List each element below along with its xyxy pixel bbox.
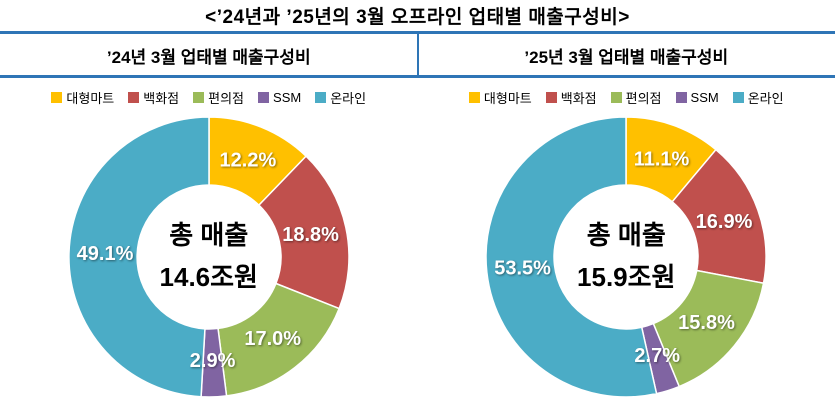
legend-swatch-icon [545, 91, 557, 103]
legend-swatch-icon [610, 91, 622, 103]
slice-label-편의점: 17.0% [244, 328, 301, 350]
donut-segment-온라인 [485, 116, 658, 398]
legend-swatch-icon [468, 91, 480, 103]
legend-swatch-icon [51, 91, 63, 103]
slice-label-온라인: 53.5% [494, 257, 551, 279]
panel-divider [416, 34, 419, 76]
legend-swatch-icon [732, 91, 744, 103]
center-total-label: 총 매출 [169, 220, 249, 251]
legend-label: 온라인 [747, 90, 784, 106]
slice-label-백화점: 18.8% [282, 224, 339, 246]
donut-segment-온라인 [67, 116, 210, 398]
chart-title-2024: ’24년 3월 업태별 매출구성비 [0, 34, 418, 78]
legend-label: SSM [273, 89, 302, 105]
panel-2025: ’25년 3월 업태별 매출구성비 대형마트 백화점 편의점 SSM 온라인 11.1%… [417, 34, 835, 406]
legend-item-3: SSM [675, 89, 719, 105]
legend-swatch-icon [193, 91, 205, 103]
chart-title-2025: ’25년 3월 업태별 매출구성비 [417, 34, 835, 78]
slice-label-SSM: 2.9% [190, 350, 236, 372]
center-total-value: 14.6조원 [159, 262, 258, 292]
panel-2024: ’24년 3월 업태별 매출구성비 대형마트 백화점 편의점 SSM 온라인 12.2%… [0, 34, 418, 406]
slice-label-백화점: 16.9% [696, 211, 753, 233]
slice-label-온라인: 49.1% [76, 243, 133, 265]
legend-swatch-icon [315, 91, 327, 103]
legend-item-1: 백화점 [545, 88, 597, 107]
chart-area-2024: 12.2% 18.8% 17.0% 2.9% 49.1% 총 매출 14.6조원 [63, 111, 355, 403]
legend-swatch-icon [258, 91, 270, 103]
donut-segment-백화점 [671, 148, 767, 285]
legend-label: 백화점 [143, 90, 180, 106]
legend-2024: 대형마트 백화점 편의점 SSM 온라인 [51, 85, 366, 109]
legend-item-1: 백화점 [128, 88, 179, 107]
center-label-2024: 총 매출 14.6조원 [159, 220, 258, 293]
center-label-2025: 총 매출 15.9조원 [577, 220, 676, 293]
legend-item-4: 온라인 [732, 88, 784, 107]
legend-item-2: 편의점 [193, 88, 244, 107]
legend-item-4: 온라인 [315, 88, 366, 107]
legend-label: 백화점 [560, 90, 597, 106]
donut-chart-2025: 11.1% 16.9% 15.8% 2.7% 53.5% [485, 116, 767, 398]
legend-label: 편의점 [625, 90, 662, 106]
donut-chart-2024: 12.2% 18.8% 17.0% 2.9% 49.1% [67, 116, 350, 398]
charts-container: ’24년 3월 업태별 매출구성비 대형마트 백화점 편의점 SSM 온라인 12.2%… [0, 34, 835, 406]
legend-item-2: 편의점 [610, 88, 662, 107]
legend-label: SSM [690, 89, 719, 105]
slice-label-편의점: 15.8% [678, 312, 735, 334]
legend-item-0: 대형마트 [51, 88, 114, 107]
legend-label: 온라인 [330, 90, 367, 106]
center-total-value: 15.9조원 [577, 262, 676, 292]
slice-label-대형마트: 12.2% [219, 150, 276, 172]
slice-label-SSM: 2.7% [635, 345, 681, 367]
legend-2025: 대형마트 백화점 편의점 SSM 온라인 [468, 85, 784, 109]
legend-swatch-icon [128, 91, 140, 103]
legend-label: 대형마트 [483, 90, 532, 106]
donut-segment-편의점 [216, 282, 340, 397]
chart-area-2025: 11.1% 16.9% 15.8% 2.7% 53.5% 총 매출 15.9조원 [480, 111, 772, 403]
center-total-label: 총 매출 [586, 220, 666, 251]
page-title: <’24년과 ’25년의 3월 오프라인 업태별 매출구성비> [0, 0, 835, 34]
legend-item-3: SSM [258, 90, 301, 105]
legend-label: 편의점 [208, 90, 245, 106]
legend-label: 대형마트 [66, 90, 115, 106]
legend-item-0: 대형마트 [468, 88, 532, 107]
slice-label-대형마트: 11.1% [634, 148, 690, 170]
legend-swatch-icon [675, 91, 687, 103]
